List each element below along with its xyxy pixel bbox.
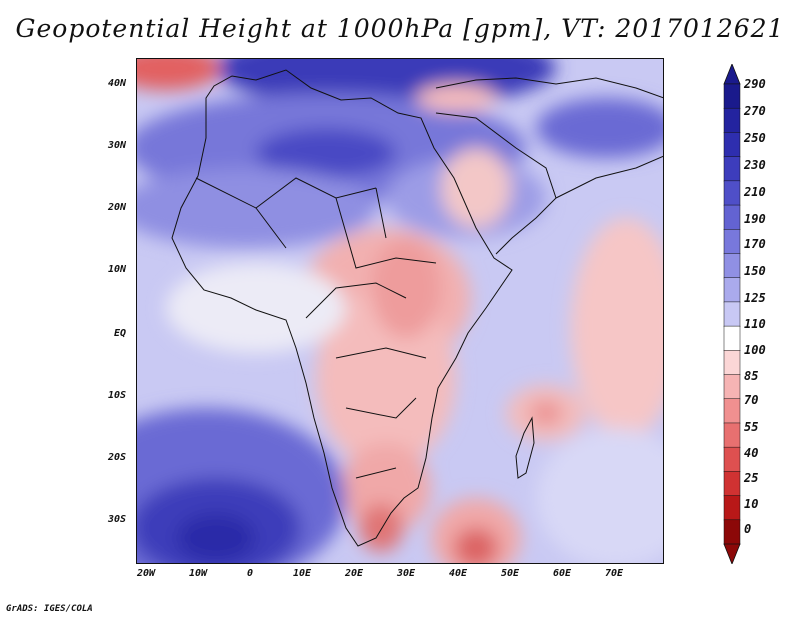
lon-label-20e: 20E bbox=[344, 568, 364, 579]
lon-label-70e: 70E bbox=[604, 568, 624, 579]
colorbar-segment bbox=[723, 229, 741, 255]
colorbar-label-230: 230 bbox=[744, 158, 766, 172]
lat-label-10n: 10N bbox=[107, 264, 126, 275]
lon-label-40e: 40E bbox=[448, 568, 468, 579]
colorbar-segment bbox=[723, 471, 741, 497]
colorbar-segment bbox=[723, 495, 741, 521]
lat-label-40n: 40N bbox=[107, 78, 126, 89]
colorbar-label-55: 55 bbox=[744, 420, 759, 434]
colorbar-segment bbox=[723, 422, 741, 448]
colorbar-label-150: 150 bbox=[744, 264, 766, 278]
colorbar-label-0: 0 bbox=[744, 522, 752, 536]
colorbar-label-100: 100 bbox=[744, 343, 766, 357]
colorbar-label-170: 170 bbox=[744, 237, 766, 251]
lon-label-20w: 20W bbox=[136, 568, 156, 579]
colorbar-segment bbox=[723, 83, 741, 109]
lon-label-10w: 10W bbox=[188, 568, 208, 579]
height-field bbox=[136, 58, 664, 564]
lon-label-0: 0 bbox=[246, 568, 254, 579]
lon-label-60e: 60E bbox=[552, 568, 572, 579]
colorbar-segment bbox=[723, 253, 741, 279]
colorbar-label-270: 270 bbox=[744, 104, 766, 118]
lon-label-10e: 10E bbox=[292, 568, 312, 579]
lat-label-20n: 20N bbox=[107, 202, 126, 213]
colorbar-label-290: 290 bbox=[744, 77, 766, 91]
colorbar-label-210: 210 bbox=[744, 185, 766, 199]
colorbar-arrow-min bbox=[723, 543, 741, 564]
colorbar-segment bbox=[723, 301, 741, 327]
colorbar-label-25: 25 bbox=[744, 471, 759, 485]
colorbar-label-10: 10 bbox=[744, 497, 759, 511]
grads-credit: GrADS: IGES/COLA bbox=[6, 604, 93, 614]
colorbar-label-110: 110 bbox=[744, 317, 766, 331]
colorbar-label-70: 70 bbox=[744, 393, 759, 407]
colorbar-segment bbox=[723, 132, 741, 158]
colorbar-segment bbox=[723, 519, 741, 545]
lat-label-30s: 30S bbox=[107, 514, 126, 525]
colorbar-segment bbox=[723, 156, 741, 182]
lon-label-50e: 50E bbox=[500, 568, 520, 579]
colorbar-label-40: 40 bbox=[744, 446, 759, 460]
colorbar-segment bbox=[723, 398, 741, 424]
lat-label-30n: 30N bbox=[107, 140, 126, 151]
colorbar-segment bbox=[723, 446, 741, 473]
colorbar-label-125: 125 bbox=[744, 291, 766, 305]
geopotential-map bbox=[136, 58, 664, 564]
colorbar-segment bbox=[723, 107, 741, 134]
lon-label-30e: 30E bbox=[396, 568, 416, 579]
lat-label-20s: 20S bbox=[107, 452, 126, 463]
colorbar-segment bbox=[723, 350, 741, 376]
colorbar-segment bbox=[723, 374, 741, 400]
colorbar-label-250: 250 bbox=[744, 131, 766, 145]
colorbar bbox=[723, 64, 741, 564]
colorbar-label-190: 190 bbox=[744, 212, 766, 226]
colorbar-arrow-max bbox=[723, 64, 741, 85]
colorbar-label-85: 85 bbox=[744, 369, 759, 383]
lat-label-eq: EQ bbox=[113, 328, 126, 339]
coastlines bbox=[171, 69, 664, 547]
colorbar-segment bbox=[723, 180, 741, 206]
map-title: Geopotential Height at 1000hPa [gpm], VT… bbox=[15, 14, 785, 43]
lat-label-10s: 10S bbox=[107, 390, 126, 401]
colorbar-segment bbox=[723, 277, 741, 303]
colorbar-segment bbox=[723, 204, 741, 230]
colorbar-segment bbox=[723, 325, 741, 351]
